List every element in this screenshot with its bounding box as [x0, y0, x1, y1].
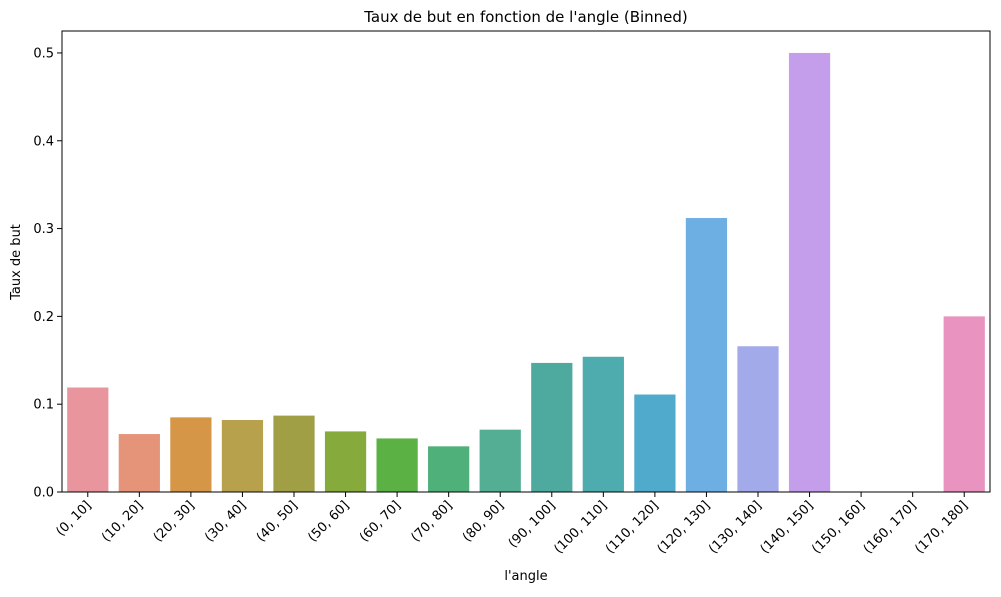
x-tick-label-7: (70, 80] [408, 498, 455, 545]
y-tick-label-3: 0.3 [33, 222, 54, 237]
bar-2 [170, 417, 212, 492]
bar-1 [118, 434, 160, 492]
x-tick-label-6: (60, 70] [357, 498, 404, 545]
y-axis-title: Taux de but [9, 224, 24, 301]
bar-4 [273, 415, 315, 492]
y-tick-label-1: 0.1 [33, 398, 54, 413]
x-tick-label-3: (30, 40] [202, 498, 249, 545]
x-tick-label-17: (170, 180] [912, 498, 971, 557]
x-tick-label-2: (20, 30] [151, 498, 198, 545]
bar-7 [428, 446, 470, 492]
plot-frame [61, 30, 991, 493]
x-tick-label-8: (80, 90] [460, 498, 507, 545]
bar-6 [376, 438, 418, 492]
y-tick-label-0: 0.0 [33, 486, 54, 501]
x-tick-label-9: (90, 100] [506, 498, 559, 551]
x-tick-label-4: (40, 50] [254, 498, 301, 545]
bar-10 [582, 356, 624, 492]
x-tick-label-11: (110, 120] [603, 498, 662, 557]
x-tick-label-15: (150, 160] [809, 498, 868, 557]
bars-layer [67, 52, 985, 492]
bar-3 [221, 420, 264, 492]
bar-11 [634, 394, 676, 492]
bar-13 [737, 346, 779, 492]
bar-14 [788, 52, 831, 492]
x-tick-label-13: (130, 140] [706, 498, 765, 557]
bar-9 [531, 362, 573, 492]
bar-0 [67, 387, 109, 492]
x-tick-label-16: (160, 170] [861, 498, 920, 557]
x-tick-label-1: (10, 20] [99, 498, 146, 545]
y-tick-label-2: 0.2 [33, 310, 54, 325]
bar-12 [685, 218, 728, 492]
bar-8 [479, 429, 521, 492]
x-axis-title: l'angle [504, 569, 547, 584]
x-tick-label-5: (50, 60] [305, 498, 352, 545]
bar-5 [324, 431, 367, 492]
x-tick-label-10: (100, 110] [551, 498, 610, 557]
x-tick-label-14: (140, 150] [758, 498, 817, 557]
x-tick-label-12: (120, 130] [655, 498, 714, 557]
y-tick-label-4: 0.4 [33, 134, 54, 149]
y-tick-label-5: 0.5 [33, 46, 54, 61]
x-tick-label-0: (0, 10] [53, 498, 94, 539]
bar-17 [943, 316, 985, 492]
chart-title: Taux de but en fonction de l'angle (Binn… [363, 8, 688, 26]
